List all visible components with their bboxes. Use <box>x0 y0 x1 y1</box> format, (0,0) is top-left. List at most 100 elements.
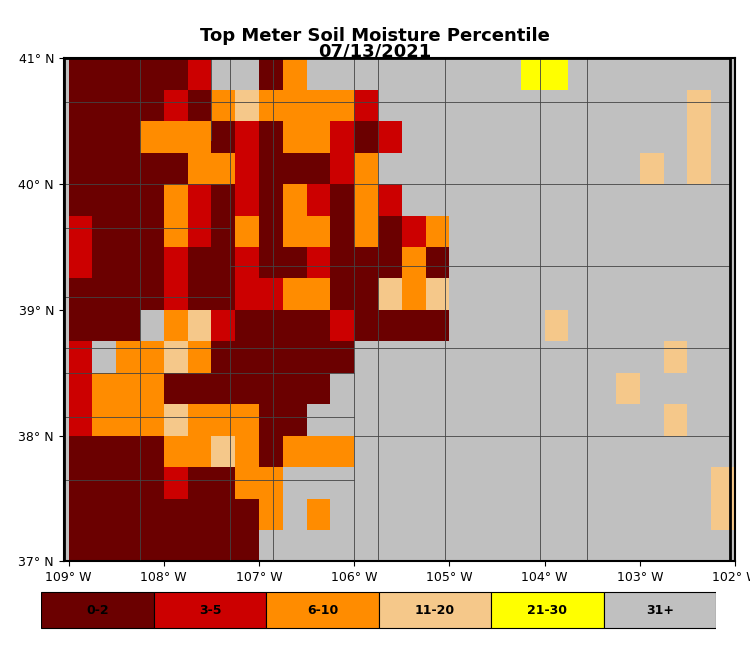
Bar <box>283 153 307 184</box>
Bar <box>188 153 211 184</box>
Bar <box>664 341 688 373</box>
Bar <box>592 121 616 153</box>
Bar <box>283 373 307 404</box>
Bar <box>188 184 211 215</box>
Bar <box>425 498 449 530</box>
Bar <box>568 373 592 404</box>
Bar <box>283 435 307 467</box>
Bar <box>491 592 604 628</box>
Bar <box>211 58 236 90</box>
Bar <box>544 530 568 561</box>
Bar <box>378 184 402 215</box>
Bar <box>259 467 283 498</box>
Bar <box>68 467 92 498</box>
Bar <box>140 530 164 561</box>
Bar <box>330 310 354 341</box>
Bar <box>640 467 664 498</box>
Bar <box>711 435 735 467</box>
Bar <box>688 278 711 310</box>
Bar <box>616 310 640 341</box>
Bar <box>236 341 259 373</box>
Bar <box>640 310 664 341</box>
Bar <box>164 498 188 530</box>
Bar <box>354 373 378 404</box>
Bar <box>592 310 616 341</box>
Bar <box>283 341 307 373</box>
Bar <box>259 90 283 121</box>
Bar <box>236 184 259 215</box>
Bar <box>379 592 491 628</box>
Bar <box>330 435 354 467</box>
Bar <box>425 184 449 215</box>
Bar <box>497 215 520 247</box>
Bar <box>68 435 92 467</box>
Bar <box>664 467 688 498</box>
Bar <box>164 310 188 341</box>
Bar <box>711 184 735 215</box>
Bar <box>92 215 116 247</box>
Bar <box>188 310 211 341</box>
Bar <box>140 373 164 404</box>
Bar <box>616 373 640 404</box>
Bar <box>116 90 140 121</box>
Bar <box>402 435 425 467</box>
Bar <box>378 404 402 435</box>
Bar <box>259 247 283 278</box>
Bar <box>307 435 330 467</box>
Bar <box>520 121 544 153</box>
Bar <box>354 153 378 184</box>
Text: 6-10: 6-10 <box>307 604 338 617</box>
Bar <box>378 247 402 278</box>
Bar <box>211 530 236 561</box>
Bar <box>92 90 116 121</box>
Bar <box>378 215 402 247</box>
Bar <box>711 530 735 561</box>
Bar <box>688 121 711 153</box>
Bar <box>188 90 211 121</box>
Bar <box>544 373 568 404</box>
Bar <box>711 121 735 153</box>
Bar <box>307 58 330 90</box>
Bar <box>283 530 307 561</box>
Bar <box>544 247 568 278</box>
Bar <box>592 404 616 435</box>
Bar <box>640 404 664 435</box>
Bar <box>211 90 236 121</box>
Bar <box>616 530 640 561</box>
Bar <box>664 215 688 247</box>
Bar <box>283 278 307 310</box>
Bar <box>568 184 592 215</box>
Bar <box>140 215 164 247</box>
Bar <box>259 310 283 341</box>
Bar <box>259 184 283 215</box>
Bar <box>568 215 592 247</box>
Bar <box>68 278 92 310</box>
Bar <box>544 310 568 341</box>
Bar <box>140 184 164 215</box>
Bar <box>164 58 188 90</box>
Bar <box>330 215 354 247</box>
Bar <box>378 467 402 498</box>
Bar <box>140 121 164 153</box>
Bar <box>307 310 330 341</box>
Bar <box>520 467 544 498</box>
Bar <box>68 498 92 530</box>
Bar <box>473 247 497 278</box>
Bar <box>116 278 140 310</box>
Bar <box>236 278 259 310</box>
Bar <box>425 215 449 247</box>
Bar <box>688 90 711 121</box>
Bar <box>640 90 664 121</box>
Bar <box>425 373 449 404</box>
Bar <box>402 153 425 184</box>
Bar <box>664 153 688 184</box>
Bar <box>640 498 664 530</box>
Bar <box>520 310 544 341</box>
Bar <box>425 467 449 498</box>
Bar <box>604 592 716 628</box>
Bar <box>211 215 236 247</box>
Bar <box>664 121 688 153</box>
Bar <box>711 467 735 498</box>
Bar <box>592 247 616 278</box>
Bar <box>402 498 425 530</box>
